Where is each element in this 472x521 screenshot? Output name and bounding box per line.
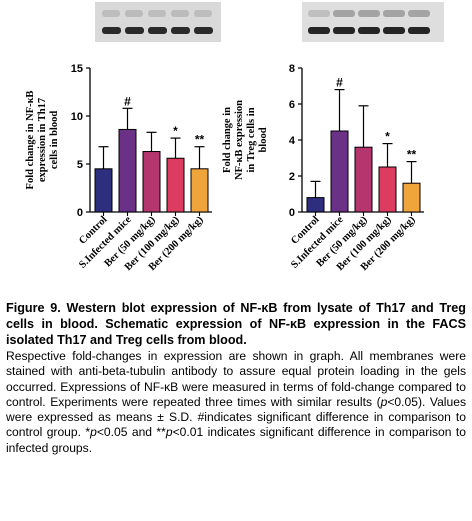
bar [190,168,209,213]
western-blot-right [302,2,444,42]
chart-th17: 0 5 10 15 Fold change in NF-κBexpression in … [25,63,212,273]
figure-caption-body: Respective fold-changes in expression ar… [6,349,466,456]
caption-p-3: p [165,425,173,440]
bar [354,146,373,213]
y-tick-label: 4 [289,135,296,147]
blot-right-band-top [383,10,405,17]
y-tick-label: 0 [77,207,83,219]
blot-right-band-bottom [408,27,430,34]
bar [306,197,325,213]
y-tick-label: 15 [71,63,83,75]
y-axis-label-line: blood [258,127,269,152]
bar [330,130,349,213]
significance-label: * [385,130,390,144]
blot-right-band-top [358,10,380,17]
blot-left-band-bottom [125,27,144,34]
blot-left-band-top [125,10,143,17]
caption-p-1: p [380,394,388,409]
blot-left-band-bottom [171,27,190,34]
y-tick-label: 10 [71,111,83,123]
y-axis-label: Fold change in NF-κBexpression in Th17ce… [25,91,60,190]
y-axis-label-line: in Treg cells in [246,107,257,172]
caption-text-2: <0.05). Values were expressed as means ±… [6,394,466,440]
y-axis-label-line: Fold change in [222,107,233,173]
caption-text-4: <0.01 indicates significant difference i… [6,425,466,455]
y-axis-label-line: cells in blood [49,111,60,170]
y-axis-label-line: NF-κB expression [234,100,245,180]
blot-left-band-top [148,10,166,17]
blot-left-band-bottom [148,27,167,34]
blot-right-band-bottom [358,27,380,34]
y-tick-label: 8 [289,63,295,75]
blot-right-membrane [302,2,444,42]
blot-right-band-top [408,10,430,17]
blot-right-band-bottom [383,27,405,34]
significance-label: # [336,76,343,90]
blot-right-band-top [308,10,330,17]
significance-label: ** [407,148,417,162]
caption-p-2: p [90,425,97,440]
blot-right-band-top [333,10,355,17]
blot-left-band-top [194,10,212,17]
blot-left-band-bottom [102,27,121,34]
caption-text-1: Respective fold-changes in expression ar… [6,349,466,409]
y-axis-label-line: Fold change in NF-κB [25,91,36,190]
blot-left-band-top [102,10,120,17]
chart-treg: 0 2 4 6 8 Fold change inNF-κB expressionin Tr… [222,63,424,273]
y-tick-label: 5 [77,159,83,171]
y-axis-label-line: expression in Th17 [37,98,48,182]
western-blot-left [95,2,221,42]
y-axis-label: Fold change inNF-κB expressionin Treg ce… [222,100,269,180]
bar [402,182,421,213]
figure-caption-title: Figure 9. Western blot expression of NF-… [6,301,466,347]
y-tick-label: 6 [289,99,295,111]
significance-label: ** [195,133,205,147]
bar [378,166,397,213]
bar [94,168,113,213]
blot-right-band-bottom [308,27,330,34]
bar [166,157,185,213]
blot-left-band-top [171,10,189,17]
y-tick-label: 0 [289,207,295,219]
blot-right-band-bottom [333,27,355,34]
caption-text-3: <0.05 and ** [96,425,166,440]
blot-left-band-bottom [194,27,213,34]
significance-label: * [173,124,178,138]
bar [118,128,137,213]
blot-left-membrane [95,2,221,42]
significance-label: # [124,94,131,108]
figure-panels: 0 5 10 15 Fold change in NF-κBexpression in … [25,2,444,273]
y-tick-label: 2 [289,171,295,183]
bar [142,151,161,213]
